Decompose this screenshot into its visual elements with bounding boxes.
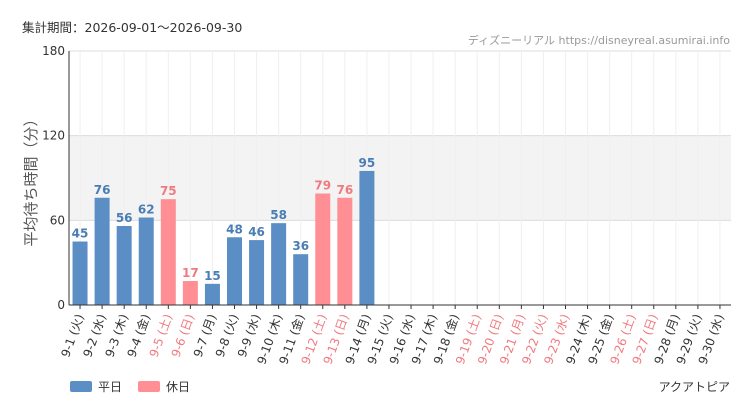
bar	[160, 199, 176, 305]
bar	[293, 254, 309, 305]
value-label: 76	[94, 183, 111, 197]
bar	[271, 223, 287, 305]
y-axis-label: 平均待ち時間（分）	[22, 111, 40, 246]
legend-item-holiday[interactable]: 休日	[138, 378, 190, 395]
value-label: 36	[292, 239, 309, 253]
value-label: 75	[160, 184, 177, 198]
attraction-name: アクアトピア	[658, 380, 730, 394]
value-label: 58	[270, 208, 287, 222]
value-label: 45	[72, 227, 89, 241]
y-tick-label: 0	[57, 298, 65, 312]
value-label: 79	[314, 179, 331, 193]
bar	[138, 217, 154, 305]
value-label: 56	[116, 211, 133, 225]
bar	[204, 283, 220, 305]
value-labels: 45 76 56 62 75 17 15 48 46 58 36 79 76 95	[72, 156, 376, 283]
value-label: 76	[336, 183, 353, 197]
y-axis-ticks: 0 60 120 180	[42, 44, 65, 312]
source-label: ディズニーリアル https://disneyreal.asumirai.inf…	[467, 34, 730, 47]
period-label: 集計期間：2026-09-01～2026-09-30	[22, 20, 243, 35]
y-tick-label: 120	[42, 129, 65, 143]
value-label: 46	[248, 225, 265, 239]
value-label: 15	[204, 269, 221, 283]
y-tick-label: 60	[50, 213, 65, 227]
bar	[337, 197, 353, 305]
shaded-band	[69, 135, 731, 221]
bar	[227, 237, 242, 305]
legend-label-holiday: 休日	[166, 380, 191, 394]
bar	[94, 197, 110, 305]
value-label: 17	[182, 266, 199, 280]
legend: 平日 休日	[70, 378, 190, 395]
bar	[249, 240, 265, 305]
bar	[359, 170, 375, 305]
x-axis-ticks: 9-1 (火)9-2 (水)9-3 (木)9-4 (金)9-5 (土)9-6 (…	[58, 305, 727, 366]
y-tick-label: 180	[42, 44, 65, 58]
bar	[182, 281, 198, 305]
value-label: 62	[138, 203, 155, 217]
bar	[72, 241, 88, 305]
bars	[72, 170, 375, 305]
legend-label-weekday: 平日	[98, 380, 123, 394]
legend-swatch-holiday	[138, 381, 161, 392]
legend-swatch-weekday	[70, 381, 92, 392]
bar	[116, 225, 132, 305]
value-label: 48	[226, 222, 243, 236]
bar	[315, 193, 331, 305]
value-label: 95	[359, 156, 376, 170]
legend-item-weekday[interactable]: 平日	[70, 378, 122, 395]
